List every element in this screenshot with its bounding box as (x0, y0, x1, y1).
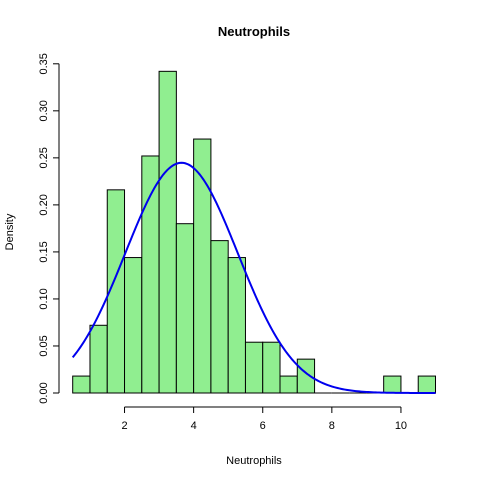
histogram-bar (417, 375, 437, 394)
histogram-bar (210, 240, 229, 394)
histogram-bar (244, 341, 264, 394)
histogram-bar (89, 324, 108, 394)
histogram-bar (72, 375, 91, 394)
density-curve (71, 161, 436, 394)
histogram-bars (72, 70, 437, 394)
x-tick-label: 10 (395, 420, 407, 432)
histogram-bar (262, 341, 281, 394)
histogram-bar (141, 155, 160, 394)
x-tick-label: 2 (121, 420, 127, 432)
y-tick-label: 0.00 (38, 382, 50, 403)
histogram-bar (227, 257, 246, 394)
histogram-bar (158, 70, 177, 394)
x-axis-label: Neutrophils (226, 455, 282, 467)
histogram-bar (279, 375, 298, 394)
density-curve-layer (71, 161, 436, 394)
x-axis: 2 4 6 8 10 (121, 406, 407, 432)
y-tick-label: 0.25 (38, 147, 50, 168)
x-tick-label: 8 (329, 420, 335, 432)
y-tick-label: 0.15 (38, 241, 50, 262)
histogram-bar (296, 358, 316, 394)
y-tick-label: 0.05 (38, 335, 50, 356)
y-tick-label: 0.30 (38, 100, 50, 121)
y-axis: 0.00 0.05 0.10 0.15 0.20 0.25 0.30 0.35 (38, 53, 60, 404)
histogram-bar (124, 257, 143, 394)
y-tick-label: 0.35 (38, 53, 50, 74)
histogram-bar (175, 223, 195, 394)
histogram-bar (383, 375, 402, 394)
y-tick-label: 0.10 (38, 288, 50, 309)
x-tick-label: 4 (191, 420, 197, 432)
x-tick-label: 6 (260, 420, 266, 432)
y-axis-label: Density (4, 213, 16, 250)
chart-title: Neutrophils (218, 24, 290, 39)
y-tick-label: 0.20 (38, 194, 50, 215)
